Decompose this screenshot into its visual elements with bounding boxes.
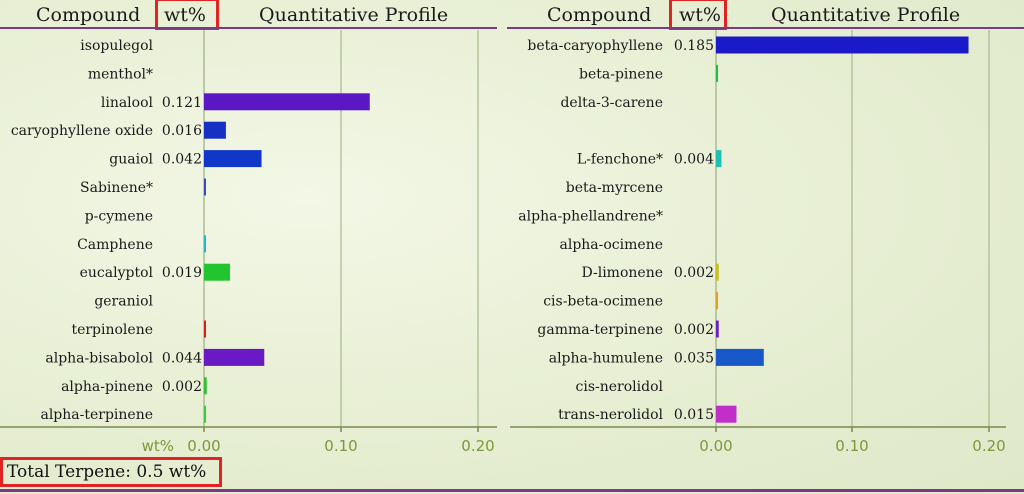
compound-label: alpha-terpinene [40, 407, 153, 423]
compound-column-header: Compound [36, 4, 141, 26]
compound-label: Camphene [77, 237, 153, 253]
profile-column-header: Quantitative Profile [259, 4, 449, 26]
compound-label: alpha-ocimene [560, 237, 664, 253]
value-label: 0.042 [162, 152, 202, 168]
value-label: 0.004 [674, 152, 714, 168]
compound-column-header: Compound [547, 4, 652, 26]
bar [716, 292, 718, 310]
wt-column-header: wt% [164, 4, 206, 26]
compound-label: menthol* [88, 66, 153, 82]
compound-label: cis-nerolidol [576, 379, 664, 395]
compound-label: alpha-pinene [61, 379, 153, 395]
bar [204, 150, 262, 168]
bar [204, 405, 207, 423]
bar [716, 36, 969, 54]
compound-label: eucalyptol [80, 265, 154, 281]
bar [204, 178, 206, 196]
value-label: 0.121 [162, 95, 202, 111]
compound-label: geraniol [94, 294, 153, 310]
bottom-divider [0, 489, 1024, 492]
left-panel-header: Compound wt% Quantitative Profile [0, 0, 497, 30]
x-axis-unit-label: wt% [142, 437, 174, 455]
compound-label: linalool [101, 95, 154, 111]
compound-label: delta-3-carene [560, 95, 663, 111]
value-label: 0.019 [162, 265, 202, 281]
value-label: 0.016 [162, 123, 202, 139]
x-tick-label: 0.10 [835, 437, 868, 455]
x-tick-label: 0.10 [324, 437, 357, 455]
bar [716, 263, 719, 281]
wt-column-header: wt% [679, 4, 721, 26]
compound-label: D-limonene [582, 265, 663, 281]
value-label: 0.035 [674, 350, 714, 366]
bar [204, 320, 206, 338]
compound-label: guaiol [109, 152, 153, 168]
right-panel-header: Compound wt% Quantitative Profile [507, 0, 1024, 30]
header-divider [0, 27, 497, 29]
value-label: 0.044 [162, 350, 202, 366]
compound-label: beta-caryophyllene [527, 38, 663, 54]
value-label: 0.015 [674, 407, 714, 423]
x-tick-label: 0.20 [972, 437, 1005, 455]
compound-label: alpha-humulene [549, 350, 663, 366]
compound-label: alpha-bisabolol [45, 350, 153, 366]
value-label: 0.185 [674, 38, 714, 54]
x-tick-label: 0.00 [699, 437, 732, 455]
bar [716, 150, 722, 168]
bar [204, 121, 226, 139]
profile-column-header: Quantitative Profile [771, 4, 961, 26]
bar [716, 348, 764, 366]
x-tick-label: 0.20 [461, 437, 494, 455]
compound-label: caryophyllene oxide [11, 123, 153, 139]
bar [716, 64, 719, 82]
compound-label: trans-nerolidol [558, 407, 663, 423]
compound-label: Sabinene* [80, 180, 153, 196]
value-label: 0.002 [674, 265, 714, 281]
bar [716, 405, 737, 423]
bar [204, 348, 265, 366]
value-label: 0.002 [162, 379, 202, 395]
compound-label: p-cymene [85, 208, 153, 224]
compound-label: terpinolene [71, 322, 153, 338]
compound-label: L-fenchone* [577, 152, 663, 168]
compound-label: beta-pinene [579, 66, 663, 82]
compound-label: cis-beta-ocimene [543, 294, 663, 310]
total-terpene-label: Total Terpene: 0.5 wt% [0, 457, 222, 487]
compound-label: beta-myrcene [566, 180, 663, 196]
bar [204, 93, 370, 111]
compound-label: gamma-terpinene [537, 322, 663, 338]
compound-label: isopulegol [80, 38, 153, 54]
value-label: 0.002 [674, 322, 714, 338]
x-tick-label: 0.00 [187, 437, 220, 455]
bar [204, 235, 206, 253]
bar [716, 320, 719, 338]
compound-label: alpha-phellandrene* [518, 208, 663, 224]
header-divider [507, 27, 1024, 29]
bar [204, 377, 207, 395]
bar [204, 263, 231, 281]
